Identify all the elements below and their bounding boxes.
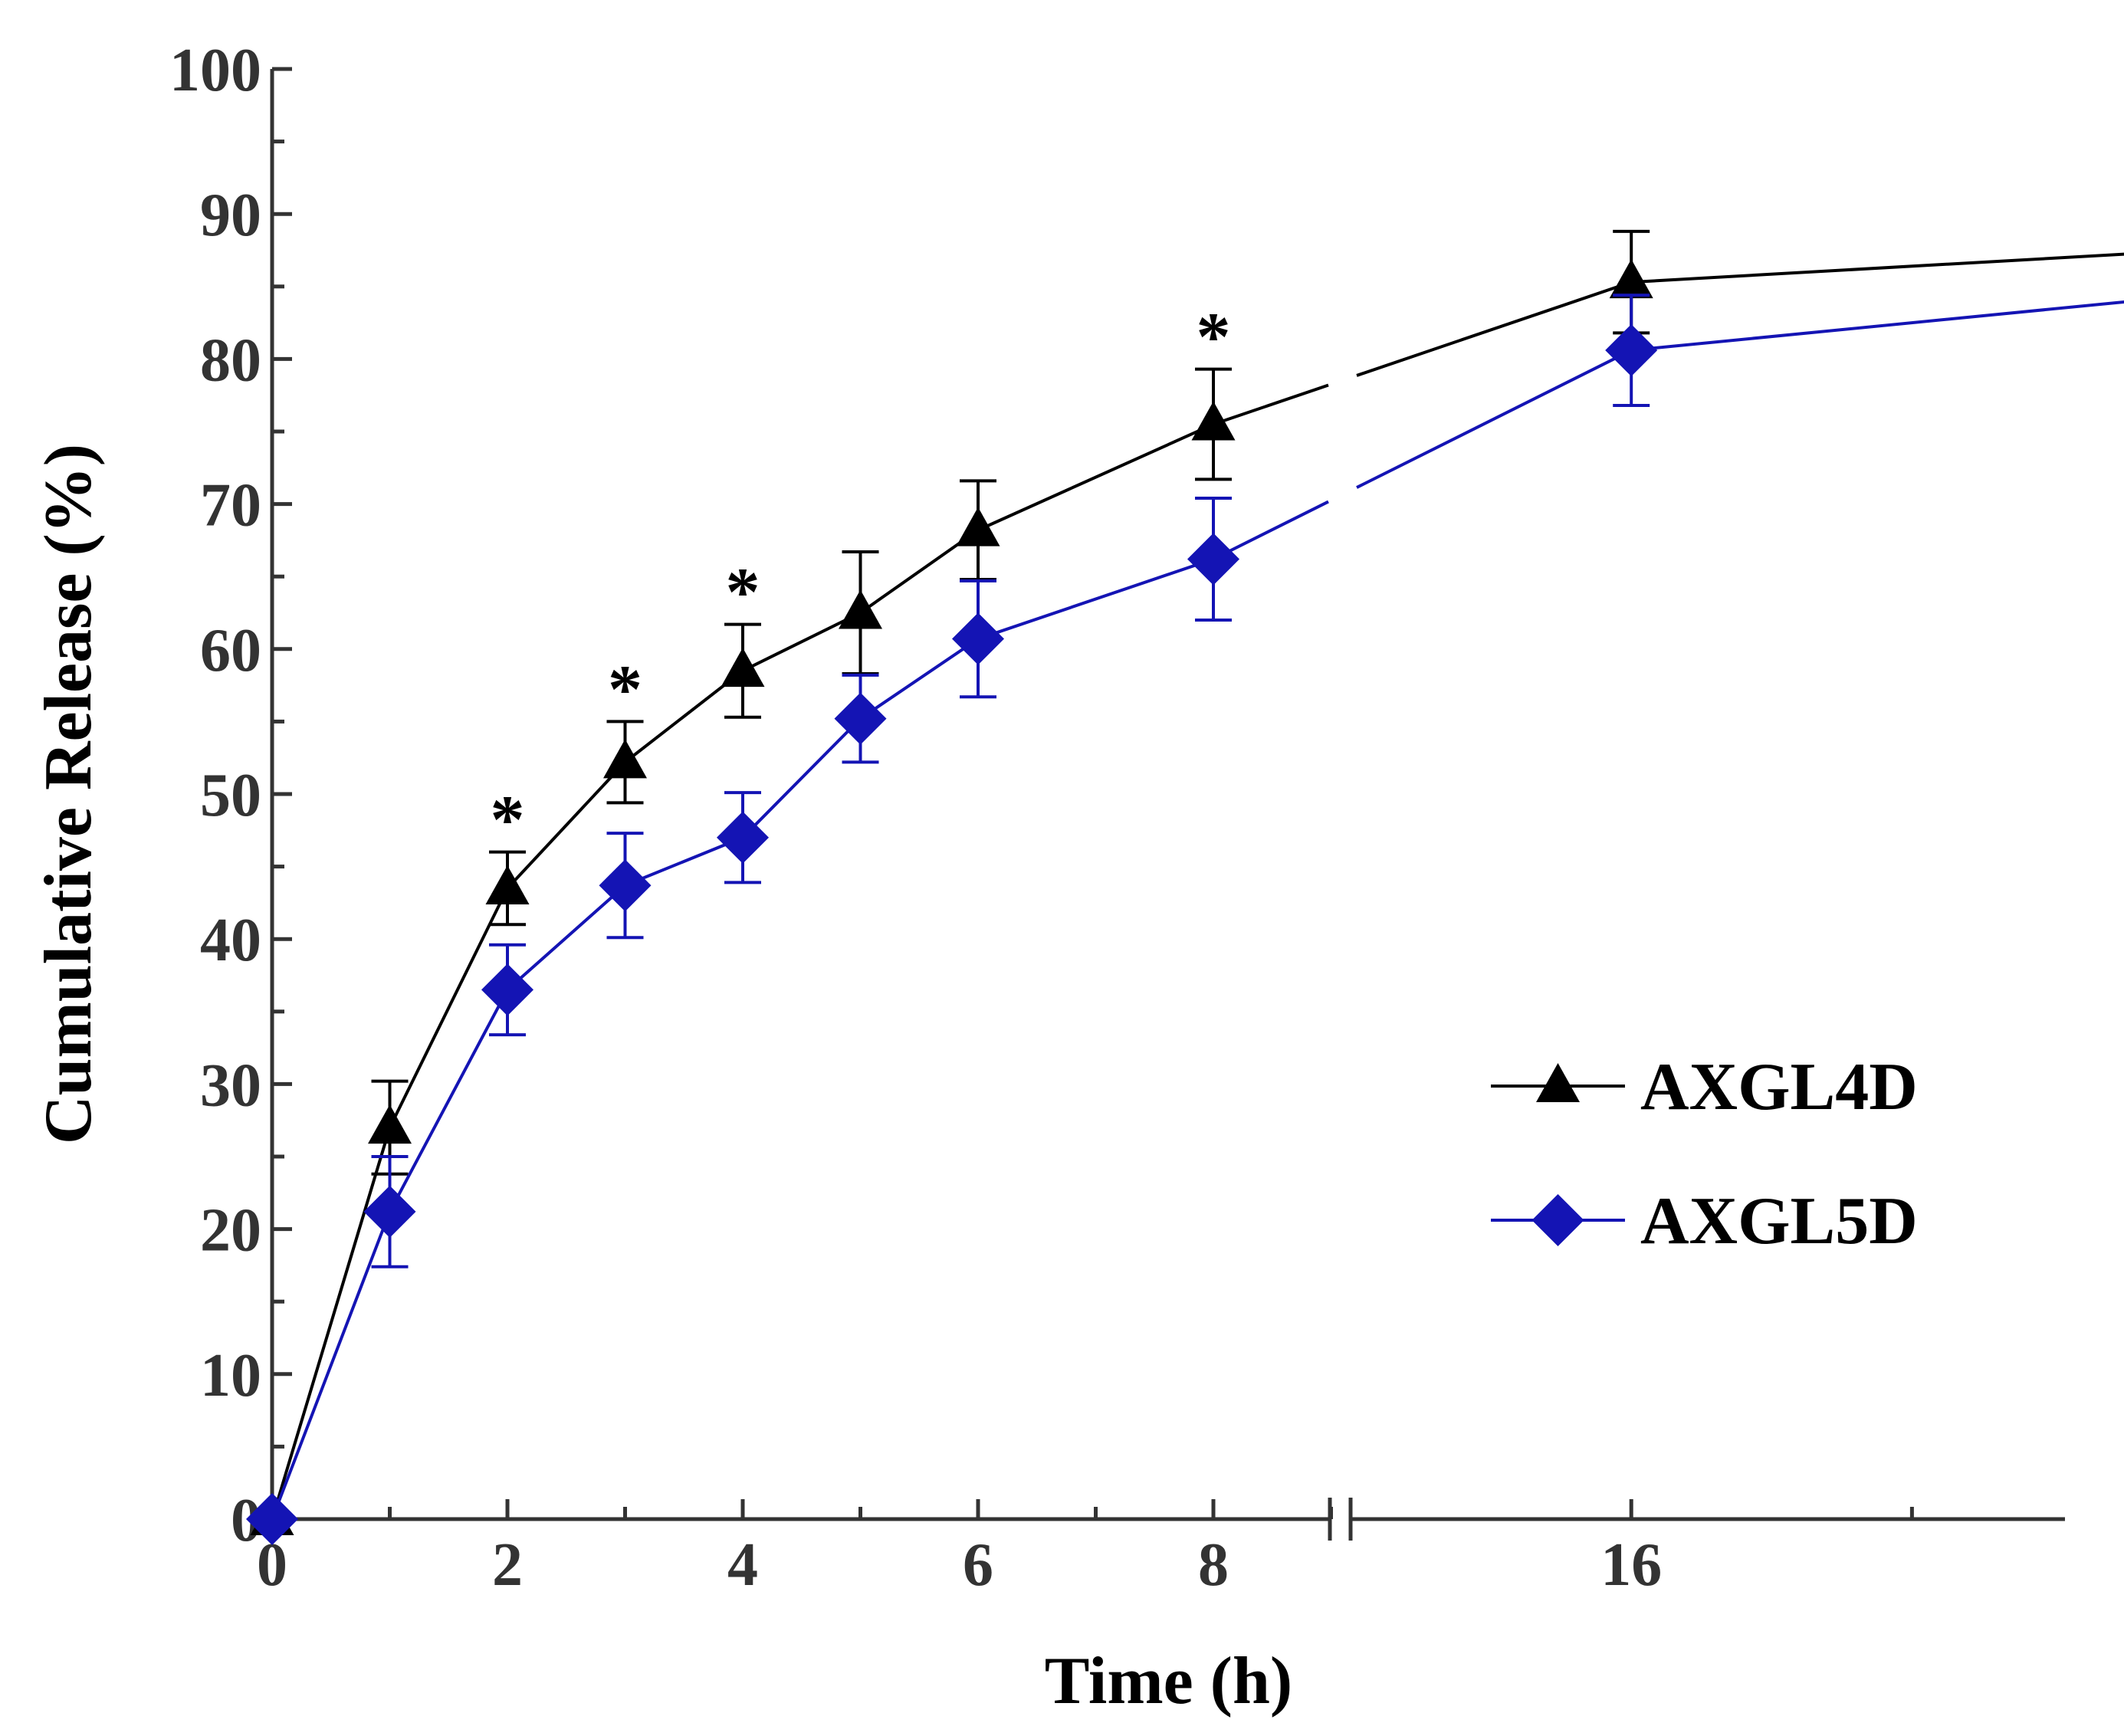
x-tick-label: 6 — [963, 1531, 993, 1599]
data-point-axgl4d — [368, 1104, 412, 1144]
y-axis-title: Cumulative Release (%) — [31, 444, 106, 1144]
legend-item-axgl4d: AXGL4D — [1491, 1050, 1918, 1124]
data-point-axgl5d — [1605, 324, 1658, 377]
series-line — [271, 557, 1214, 1520]
data-point-axgl4d — [1191, 401, 1236, 441]
data-point-axgl5d — [246, 1493, 298, 1545]
series-line-bridge — [1356, 349, 1633, 489]
series-line-bridge — [1356, 281, 1632, 377]
y-tick-label: 80 — [200, 327, 261, 394]
y-tick-label: 70 — [200, 472, 261, 540]
data-point-axgl5d — [363, 1185, 416, 1238]
annotation-layer: * * * * — [491, 300, 1231, 858]
data-point-axgl4d — [956, 507, 1000, 546]
legend-label: AXGL5D — [1640, 1184, 1918, 1259]
legend: AXGL4D AXGL5D — [1491, 1050, 1918, 1259]
y-tick-label: 90 — [200, 182, 261, 249]
y-tick-label: 60 — [200, 617, 261, 684]
series-line — [1631, 252, 2124, 284]
x-tick-label: 2 — [492, 1531, 523, 1599]
x-tick-label: 8 — [1198, 1531, 1229, 1599]
legend-marker — [1531, 1194, 1584, 1246]
series-axgl5d — [246, 294, 2124, 1545]
y-tick-label: 10 — [200, 1342, 261, 1409]
data-point-axgl4d — [721, 648, 765, 688]
series-line — [1631, 300, 2124, 353]
series-layer — [246, 229, 2124, 1545]
data-point-axgl4d — [1609, 259, 1653, 299]
series-line-bridge — [1213, 500, 1329, 561]
significance-star: * — [726, 555, 760, 631]
legend-marker — [1536, 1063, 1580, 1102]
significance-star: * — [1197, 300, 1231, 376]
y-tick-label: 100 — [169, 37, 261, 104]
data-point-axgl4d — [839, 589, 882, 629]
series-axgl4d — [250, 229, 2124, 1535]
x-tick-label: 4 — [727, 1531, 758, 1599]
series-line-bridge — [1213, 383, 1329, 426]
data-point-axgl4d — [485, 865, 530, 904]
y-tick-label: 20 — [200, 1197, 261, 1265]
legend-label: AXGL4D — [1640, 1050, 1918, 1124]
x-tick-label: 16 — [1600, 1531, 1662, 1599]
y-tick-label: 50 — [200, 762, 261, 829]
significance-star: * — [491, 783, 525, 858]
legend-item-axgl5d: AXGL5D — [1491, 1184, 1918, 1259]
y-tick-label: 30 — [200, 1052, 261, 1119]
data-point-axgl5d — [717, 811, 769, 864]
data-point-axgl4d — [603, 739, 647, 779]
significance-star: * — [608, 651, 642, 727]
data-point-axgl5d — [1187, 533, 1239, 586]
axes-layer: 010203040506070809010002468162024Time (h… — [31, 37, 2065, 1718]
data-point-axgl5d — [481, 963, 533, 1016]
data-point-axgl5d — [599, 859, 652, 912]
data-point-axgl5d — [834, 692, 887, 745]
data-point-axgl5d — [952, 612, 1004, 665]
y-tick-label: 40 — [200, 907, 261, 974]
x-axis-title: Time (h) — [1045, 1644, 1292, 1718]
